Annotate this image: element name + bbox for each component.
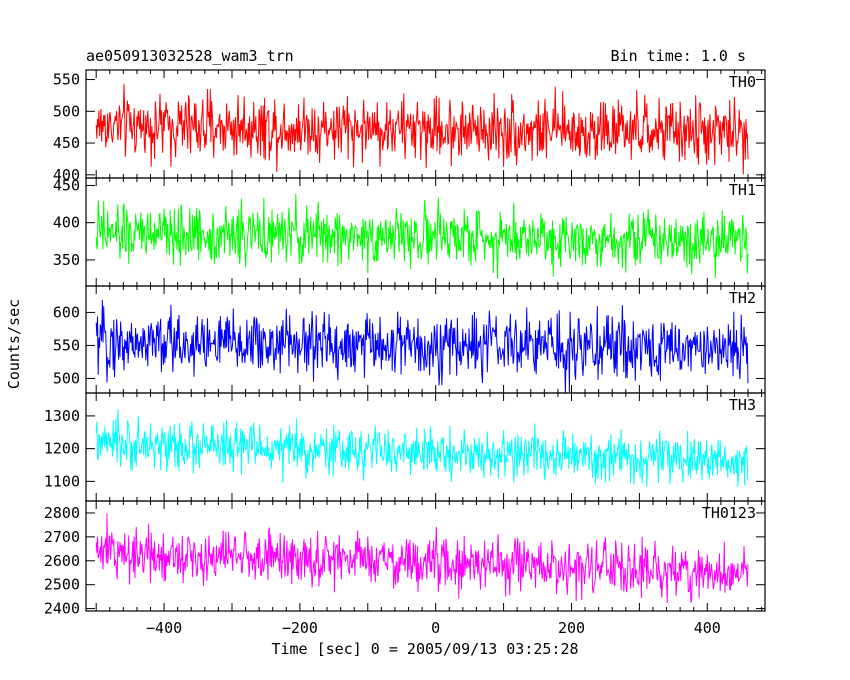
panel-th1: 350 400 450 TH1	[53, 176, 766, 287]
y-tick-label: 1100	[44, 472, 80, 490]
y-tick-label: 600	[53, 303, 80, 321]
panel-label-th2: TH2	[729, 289, 756, 307]
panel-label-th0123: TH0123	[702, 504, 756, 522]
y-tick-label: 2800	[44, 504, 80, 522]
panel-th0: 400 450 500 550 TH0	[53, 69, 766, 184]
panel-frame	[85, 500, 766, 612]
y-tick-label: 550	[53, 71, 80, 89]
y-tick-label: 1300	[44, 407, 80, 425]
panel-label-th0: TH0	[729, 73, 756, 91]
chart-title: ae050913032528_wam3_trn	[86, 47, 294, 65]
x-axis-ticks: −400 −200 0 200 400	[146, 619, 721, 637]
y-tick-label: 400	[53, 166, 80, 184]
y-axis-label: Counts/sec	[5, 299, 23, 389]
panel-label-th3: TH3	[729, 396, 756, 414]
series-line-th2	[95, 299, 749, 394]
x-tick-label: 0	[431, 619, 440, 637]
y-tick-label: 450	[53, 176, 80, 194]
y-tick-label: 1200	[44, 440, 80, 458]
x-axis-label: Time [sec] 0 = 2005/09/13 03:25:28	[271, 640, 578, 658]
x-tick-label: 400	[694, 619, 721, 637]
panel-frame	[85, 177, 766, 287]
panel-frame	[85, 285, 766, 394]
y-tick-label: 500	[53, 369, 80, 387]
y-tick-label: 400	[53, 214, 80, 232]
panel-frame	[85, 392, 766, 502]
y-tick-label: 550	[53, 336, 80, 354]
panel-label-th1: TH1	[729, 181, 756, 199]
series-line-th3	[95, 409, 749, 487]
y-tick-label: 450	[53, 134, 80, 152]
x-tick-label: −400	[146, 619, 182, 637]
series-line-th0123	[95, 513, 749, 604]
y-tick-label: 500	[53, 102, 80, 120]
y-tick-label: 2600	[44, 552, 80, 570]
series-line-th0	[95, 83, 749, 175]
x-tick-label: −200	[282, 619, 318, 637]
panel-th2: 500 550 600 TH2	[53, 285, 766, 394]
y-tick-label: 2500	[44, 576, 80, 594]
series-line-th1	[95, 193, 749, 279]
x-tick-label: 200	[558, 619, 585, 637]
y-tick-label: 350	[53, 251, 80, 269]
bin-time-label: Bin time: 1.0 s	[611, 47, 746, 65]
panel-th3: 1100 1200 1300 TH3	[44, 392, 766, 502]
y-tick-label: 2700	[44, 528, 80, 546]
panel-th0123: 2400 2500 2600 2700 2800 TH0123	[44, 500, 766, 618]
y-tick-label: 2400	[44, 600, 80, 618]
